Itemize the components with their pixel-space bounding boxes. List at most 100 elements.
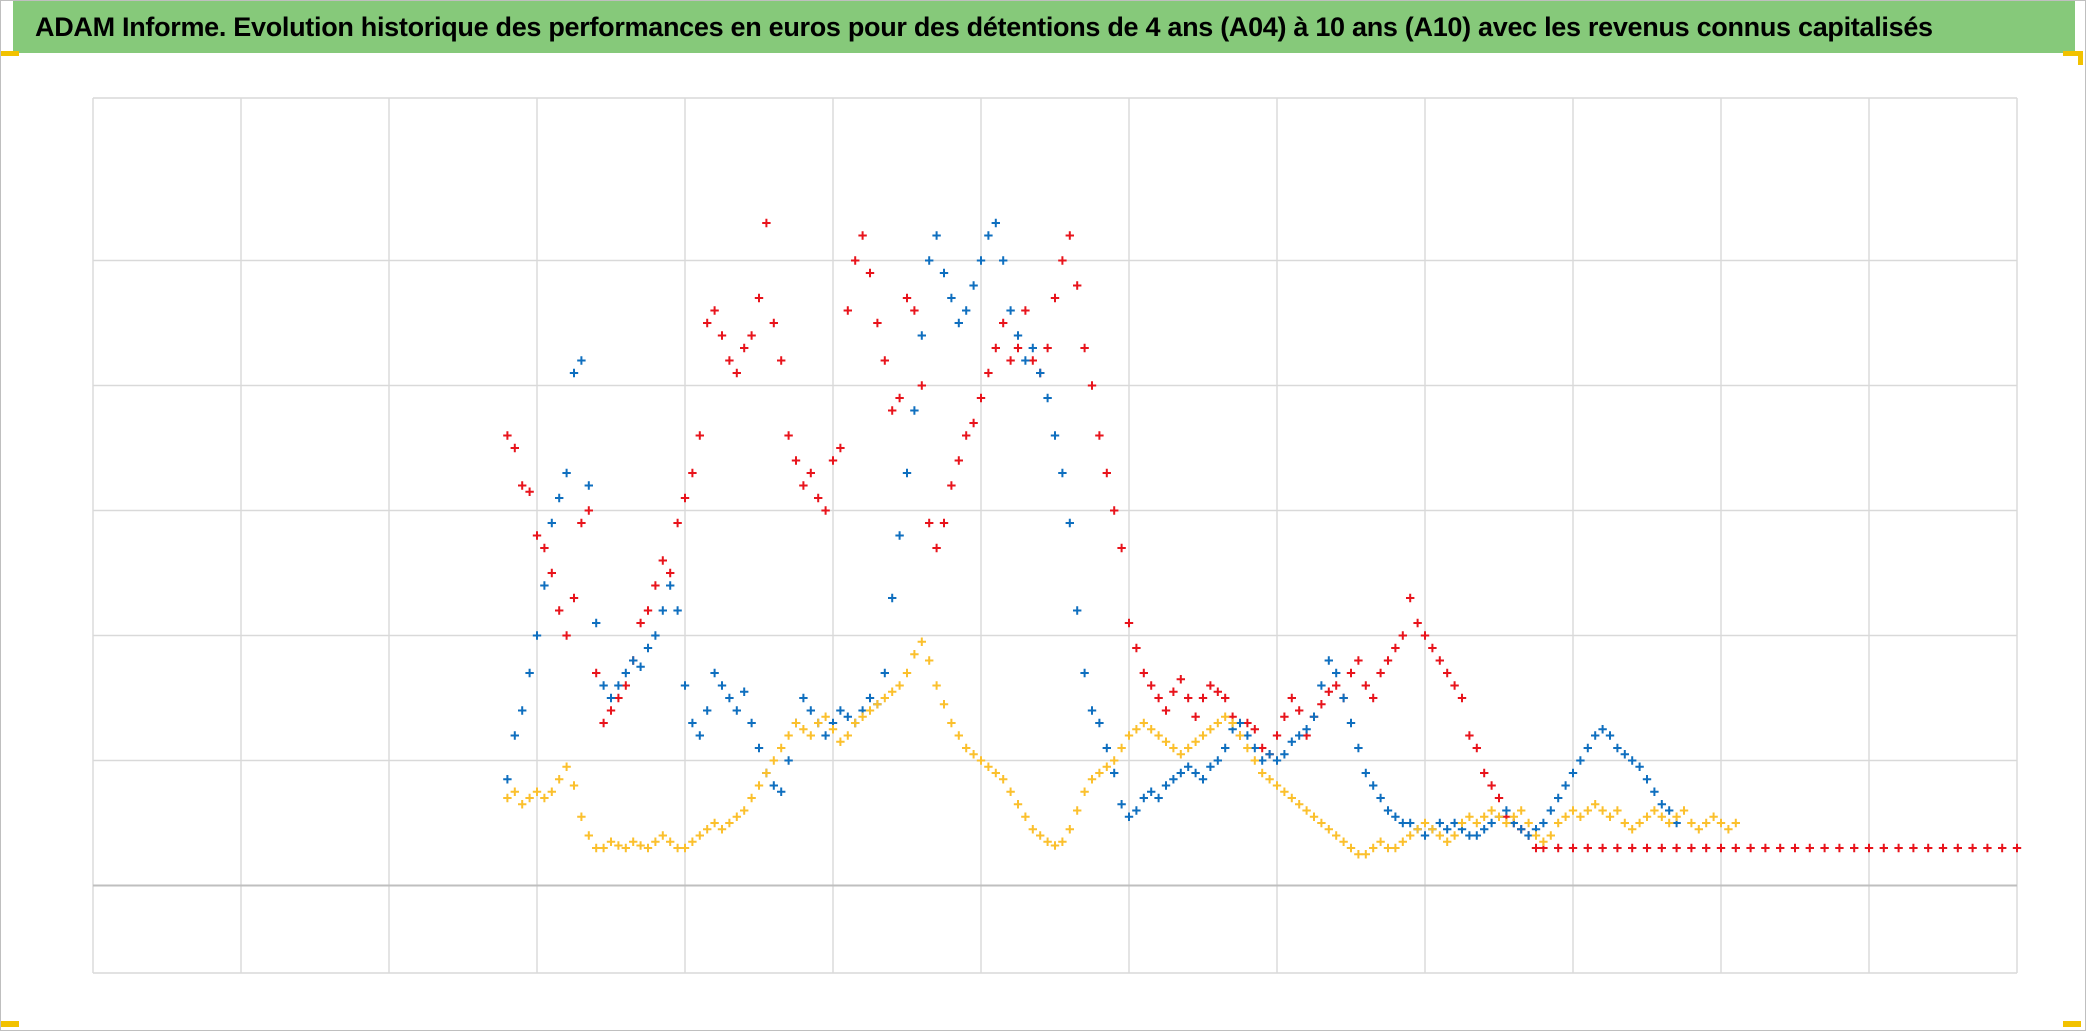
data-point — [1554, 793, 1563, 803]
data-point — [888, 687, 897, 696]
data-point — [1213, 718, 1222, 728]
data-point — [1028, 343, 1037, 353]
data-point — [791, 456, 801, 465]
data-point — [991, 218, 1000, 228]
data-point — [1295, 706, 1304, 715]
data-point — [1280, 750, 1289, 759]
data-point — [843, 731, 852, 740]
data-point — [821, 712, 830, 721]
data-point — [1206, 725, 1215, 734]
data-point — [1324, 825, 1333, 834]
data-point — [1243, 718, 1252, 728]
corner-mark-top-right — [2063, 51, 2081, 56]
data-point — [547, 568, 556, 578]
corner-mark-top-right-side — [2078, 51, 2083, 65]
data-point — [984, 231, 993, 240]
data-point — [1642, 843, 1652, 853]
data-point — [1272, 781, 1282, 790]
data-point — [1221, 712, 1230, 721]
data-point — [1184, 743, 1193, 753]
data-point — [1443, 837, 1452, 846]
data-point — [1139, 718, 1148, 728]
data-point — [1361, 681, 1370, 690]
data-point — [1324, 687, 1333, 696]
data-point — [1620, 750, 1629, 759]
data-point — [710, 306, 719, 315]
data-point — [858, 231, 867, 240]
data-point — [1968, 843, 1977, 853]
data-point — [1117, 543, 1126, 553]
data-point — [651, 581, 660, 590]
data-point — [1087, 775, 1097, 784]
data-point — [1102, 743, 1111, 753]
data-point — [1835, 843, 1844, 853]
data-point — [1687, 843, 1696, 853]
data-point — [954, 731, 963, 740]
data-point — [1472, 818, 1481, 828]
data-point — [1161, 737, 1171, 746]
data-point — [1147, 787, 1156, 796]
data-point — [1924, 843, 1933, 853]
data-point — [1124, 731, 1134, 740]
data-point — [1354, 850, 1363, 859]
data-point — [1073, 806, 1082, 815]
data-point — [1235, 731, 1245, 740]
data-point — [503, 431, 512, 440]
data-point — [1095, 718, 1104, 728]
title-bar: ADAM Informe. Evolution historique des p… — [13, 1, 2075, 53]
data-point — [1184, 693, 1193, 703]
data-point — [1724, 825, 1733, 834]
data-point — [1672, 812, 1681, 821]
data-point — [1080, 668, 1089, 678]
data-point — [1332, 681, 1341, 690]
data-point — [1443, 668, 1452, 678]
data-point — [1642, 775, 1652, 784]
data-point — [1517, 806, 1526, 815]
data-point — [1228, 718, 1237, 728]
data-point — [1613, 806, 1622, 815]
data-point — [1628, 756, 1637, 765]
data-point — [555, 775, 564, 784]
data-point — [1058, 837, 1067, 846]
data-point — [880, 693, 889, 703]
data-point — [1450, 831, 1459, 840]
data-point — [1006, 356, 1015, 365]
data-point — [1398, 837, 1407, 846]
data-point — [828, 456, 838, 465]
data-point — [836, 443, 845, 453]
data-point — [1154, 693, 1163, 703]
data-point — [754, 743, 764, 753]
data-point — [1132, 806, 1141, 815]
data-point — [555, 493, 564, 503]
data-point — [1657, 843, 1666, 853]
data-point — [673, 843, 682, 853]
data-point — [1206, 762, 1215, 771]
data-point — [606, 706, 616, 715]
data-point — [1110, 506, 1119, 515]
data-point — [1391, 643, 1400, 653]
data-point — [1258, 768, 1267, 778]
data-point — [1287, 693, 1296, 703]
data-point — [1938, 843, 1948, 853]
data-point — [806, 731, 815, 740]
data-point — [1258, 743, 1267, 753]
data-point — [1250, 743, 1259, 753]
data-point — [1176, 675, 1185, 684]
data-point — [865, 706, 875, 715]
data-point — [629, 656, 638, 665]
data-point — [1465, 831, 1474, 840]
data-point — [1117, 743, 1126, 753]
data-point — [1383, 843, 1393, 853]
data-point — [1317, 700, 1326, 709]
data-point — [799, 725, 808, 734]
data-point — [636, 841, 645, 850]
data-point — [1021, 356, 1030, 365]
data-point — [1124, 812, 1134, 821]
data-point — [1665, 818, 1674, 828]
data-point — [1043, 837, 1052, 846]
data-point — [1184, 762, 1193, 771]
data-point — [614, 693, 623, 703]
data-point — [680, 681, 690, 690]
data-point — [954, 318, 963, 328]
data-point — [1287, 737, 1296, 746]
